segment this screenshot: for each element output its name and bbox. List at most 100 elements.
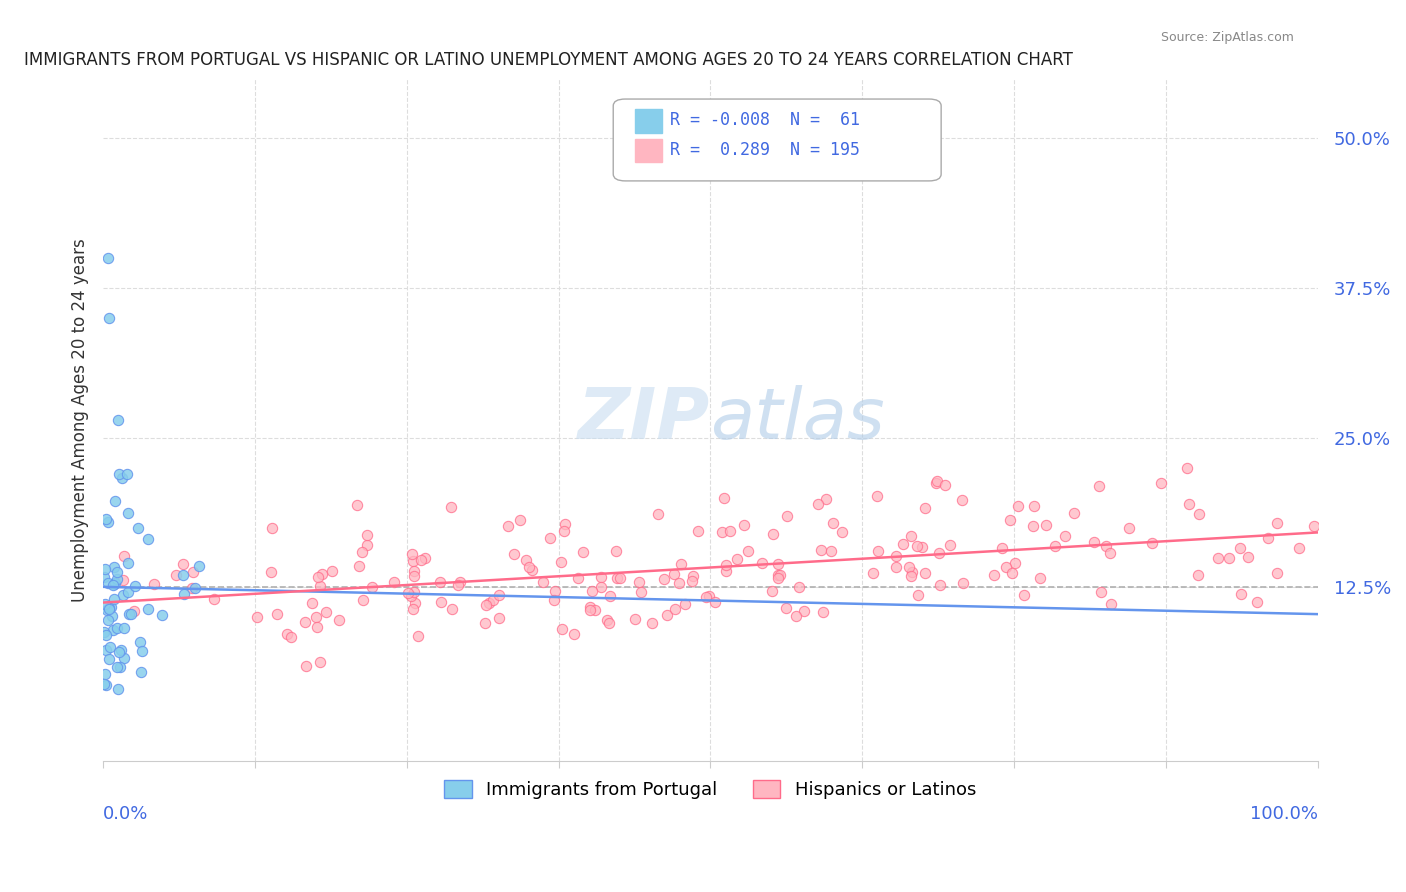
Hispanics or Latinos [280, 630, 302, 644]
Hispanics or Latinos [382, 575, 405, 590]
Hispanics or Latinos [202, 591, 225, 606]
Hispanics or Latinos [550, 623, 572, 637]
Immigrants from Portugal [129, 665, 152, 679]
Immigrants from Portugal [105, 660, 128, 674]
Hispanics or Latinos [762, 527, 785, 541]
Hispanics or Latinos [550, 555, 572, 569]
Hispanics or Latinos [165, 567, 187, 582]
Text: IMMIGRANTS FROM PORTUGAL VS HISPANIC OR LATINO UNEMPLOYMENT AMONG AGES 20 TO 24 : IMMIGRANTS FROM PORTUGAL VS HISPANIC OR … [24, 51, 1073, 69]
Hispanics or Latinos [901, 565, 924, 579]
Legend: Immigrants from Portugal, Hispanics or Latinos: Immigrants from Portugal, Hispanics or L… [437, 772, 984, 806]
Immigrants from Portugal [93, 677, 115, 691]
Hispanics or Latinos [276, 627, 298, 641]
Immigrants from Portugal [107, 566, 129, 580]
Hispanics or Latinos [725, 551, 748, 566]
Hispanics or Latinos [1229, 587, 1251, 601]
Hispanics or Latinos [596, 613, 619, 627]
Hispanics or Latinos [266, 607, 288, 622]
Immigrants from Portugal [98, 310, 121, 325]
Hispanics or Latinos [538, 531, 561, 545]
Immigrants from Portugal [136, 601, 159, 615]
Hispanics or Latinos [605, 544, 627, 558]
Immigrants from Portugal [96, 643, 118, 657]
Hispanics or Latinos [553, 524, 575, 538]
Hispanics or Latinos [143, 577, 166, 591]
Hispanics or Latinos [718, 524, 741, 538]
Hispanics or Latinos [402, 564, 425, 578]
Immigrants from Portugal [108, 659, 131, 673]
Hispanics or Latinos [1218, 550, 1240, 565]
Hispanics or Latinos [775, 601, 797, 615]
Hispanics or Latinos [430, 595, 453, 609]
Bar [636, 138, 662, 162]
Hispanics or Latinos [768, 557, 790, 571]
Immigrants from Portugal [100, 600, 122, 615]
Hispanics or Latinos [328, 613, 350, 627]
Hispanics or Latinos [1007, 500, 1029, 514]
Immigrants from Portugal [112, 588, 135, 602]
Immigrants from Portugal [97, 251, 120, 265]
Immigrants from Portugal [173, 586, 195, 600]
Hispanics or Latinos [474, 615, 496, 630]
Hispanics or Latinos [515, 553, 537, 567]
Hispanics or Latinos [673, 598, 696, 612]
Hispanics or Latinos [682, 568, 704, 582]
Hispanics or Latinos [581, 584, 603, 599]
Immigrants from Portugal [128, 634, 150, 648]
Hispanics or Latinos [938, 538, 960, 552]
Hispanics or Latinos [810, 543, 832, 558]
Immigrants from Portugal [103, 560, 125, 574]
Immigrants from Portugal [110, 643, 132, 657]
Hispanics or Latinos [768, 572, 790, 586]
FancyBboxPatch shape [613, 99, 941, 181]
Hispanics or Latinos [352, 545, 374, 559]
Hispanics or Latinos [714, 564, 737, 578]
Hispanics or Latinos [478, 596, 501, 610]
Hispanics or Latinos [914, 501, 936, 516]
Hispanics or Latinos [1140, 536, 1163, 550]
Hispanics or Latinos [866, 489, 889, 503]
Hispanics or Latinos [404, 585, 426, 599]
Text: atlas: atlas [710, 385, 884, 454]
Hispanics or Latinos [599, 589, 621, 603]
Hispanics or Latinos [294, 615, 316, 629]
Hispanics or Latinos [952, 575, 974, 590]
Immigrants from Portugal [112, 621, 135, 635]
Hispanics or Latinos [785, 609, 807, 624]
Immigrants from Portugal [97, 601, 120, 615]
Hispanics or Latinos [1095, 539, 1118, 553]
Hispanics or Latinos [1035, 518, 1057, 533]
Hispanics or Latinos [713, 491, 735, 505]
Hispanics or Latinos [630, 585, 652, 599]
Hispanics or Latinos [1098, 546, 1121, 560]
Hispanics or Latinos [654, 572, 676, 586]
Hispanics or Latinos [994, 560, 1017, 574]
Hispanics or Latinos [321, 565, 343, 579]
Hispanics or Latinos [609, 571, 631, 585]
Hispanics or Latinos [1208, 551, 1230, 566]
Immigrants from Portugal [94, 597, 117, 611]
Hispanics or Latinos [1265, 516, 1288, 531]
Hispanics or Latinos [572, 545, 595, 559]
Hispanics or Latinos [862, 566, 884, 580]
Hispanics or Latinos [488, 589, 510, 603]
Hispanics or Latinos [793, 604, 815, 618]
Hispanics or Latinos [998, 513, 1021, 527]
Immigrants from Portugal [94, 678, 117, 692]
Immigrants from Portugal [97, 575, 120, 590]
Hispanics or Latinos [402, 554, 425, 568]
Hispanics or Latinos [447, 578, 470, 592]
Hispanics or Latinos [807, 497, 830, 511]
Hispanics or Latinos [900, 529, 922, 543]
Immigrants from Portugal [150, 608, 173, 623]
Hispanics or Latinos [399, 589, 422, 603]
Hispanics or Latinos [1001, 566, 1024, 580]
Hispanics or Latinos [928, 546, 950, 560]
Hispanics or Latinos [1099, 597, 1122, 611]
Hispanics or Latinos [112, 573, 135, 587]
Hispanics or Latinos [1229, 541, 1251, 556]
Hispanics or Latinos [641, 615, 664, 630]
Hispanics or Latinos [686, 524, 709, 538]
Hispanics or Latinos [413, 550, 436, 565]
Text: R = -0.008  N =  61: R = -0.008 N = 61 [671, 111, 860, 128]
